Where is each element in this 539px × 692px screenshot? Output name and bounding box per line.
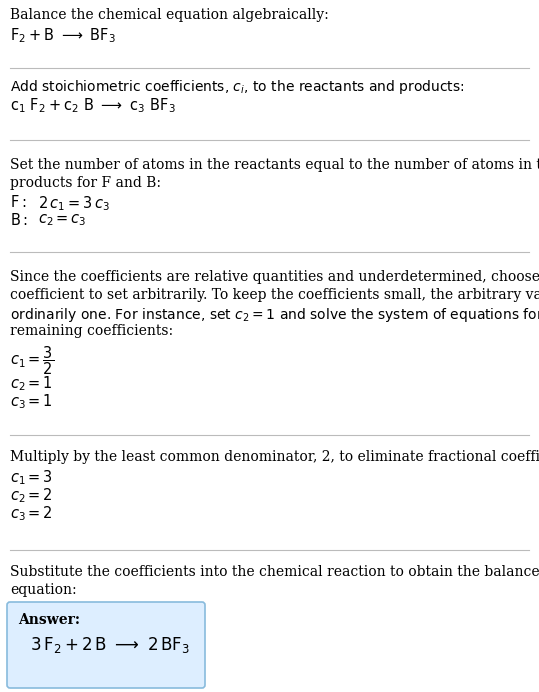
Text: $c_2 = 1$: $c_2 = 1$	[10, 374, 53, 392]
Text: Substitute the coefficients into the chemical reaction to obtain the balanced: Substitute the coefficients into the che…	[10, 565, 539, 579]
Text: Answer:: Answer:	[18, 613, 80, 627]
Text: Since the coefficients are relative quantities and underdetermined, choose a: Since the coefficients are relative quan…	[10, 270, 539, 284]
Text: $\mathrm{F_2 + B\ \longrightarrow\ BF_3}$: $\mathrm{F_2 + B\ \longrightarrow\ BF_3}…	[10, 26, 116, 45]
Text: Balance the chemical equation algebraically:: Balance the chemical equation algebraica…	[10, 8, 329, 22]
Text: $2\,c_1 = 3\,c_3$: $2\,c_1 = 3\,c_3$	[38, 194, 110, 212]
Text: Add stoichiometric coefficients, $c_i$, to the reactants and products:: Add stoichiometric coefficients, $c_i$, …	[10, 78, 465, 96]
Text: $\mathrm{F:}$: $\mathrm{F:}$	[10, 194, 26, 210]
Text: coefficient to set arbitrarily. To keep the coefficients small, the arbitrary va: coefficient to set arbitrarily. To keep …	[10, 288, 539, 302]
Text: $\mathrm{c_1\ F_2 + c_2\ B\ \longrightarrow\ c_3\ BF_3}$: $\mathrm{c_1\ F_2 + c_2\ B\ \longrightar…	[10, 96, 176, 115]
Text: $c_1 = \dfrac{3}{2}$: $c_1 = \dfrac{3}{2}$	[10, 344, 54, 376]
Text: $c_3 = 1$: $c_3 = 1$	[10, 392, 53, 410]
Text: equation:: equation:	[10, 583, 77, 597]
Text: $\mathrm{3\,F_2 + 2\,B\ \longrightarrow\ 2\,BF_3}$: $\mathrm{3\,F_2 + 2\,B\ \longrightarrow\…	[30, 635, 190, 655]
Text: products for F and B:: products for F and B:	[10, 176, 161, 190]
Text: remaining coefficients:: remaining coefficients:	[10, 324, 173, 338]
Text: ordinarily one. For instance, set $c_2 = 1$ and solve the system of equations fo: ordinarily one. For instance, set $c_2 =…	[10, 306, 539, 324]
Text: $c_2 = c_3$: $c_2 = c_3$	[38, 212, 87, 228]
Text: Set the number of atoms in the reactants equal to the number of atoms in the: Set the number of atoms in the reactants…	[10, 158, 539, 172]
Text: $c_2 = 2$: $c_2 = 2$	[10, 486, 53, 504]
Text: $c_1 = 3$: $c_1 = 3$	[10, 468, 53, 486]
Text: Multiply by the least common denominator, 2, to eliminate fractional coefficient: Multiply by the least common denominator…	[10, 450, 539, 464]
FancyBboxPatch shape	[7, 602, 205, 688]
Text: $\mathrm{B:}$: $\mathrm{B:}$	[10, 212, 28, 228]
Text: $c_3 = 2$: $c_3 = 2$	[10, 504, 53, 522]
